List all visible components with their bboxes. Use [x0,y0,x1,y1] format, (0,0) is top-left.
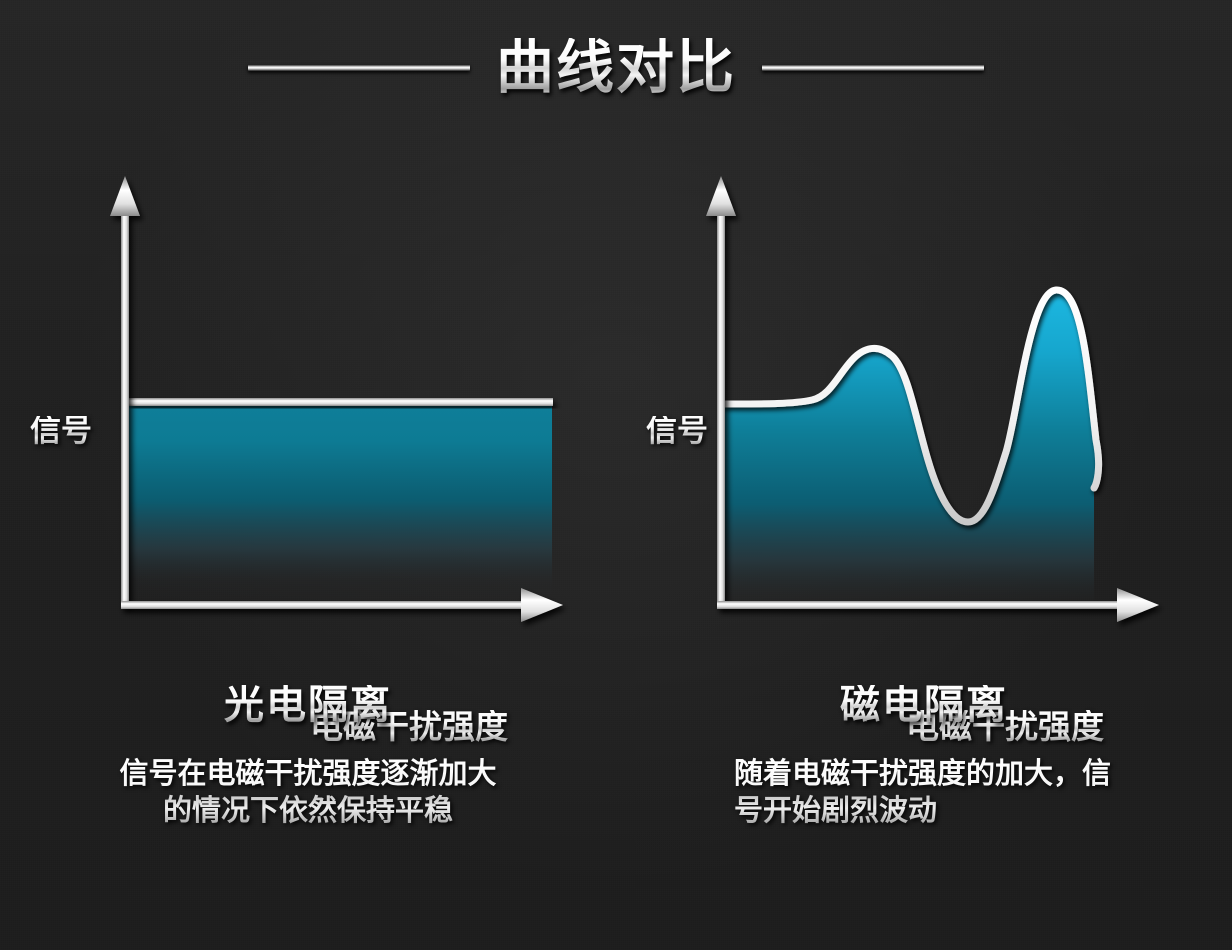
x-axis [121,588,563,622]
title-rule-left [247,63,470,71]
page-title: 曲线对比 [495,33,736,101]
x-axis [717,588,1159,622]
area-fill-wave [724,289,1099,605]
chart-svg-photoelectric [110,176,563,622]
y-axis [706,176,736,605]
caption-title-magnetoelectric: 磁电隔离 [616,685,1232,725]
caption-magnetoelectric: 磁电隔离 随着电磁干扰强度的加大，信号开始剧烈波动 [616,685,1232,829]
y-axis-label-photoelectric: 信号 [30,413,92,449]
y-axis-label-magnetoelectric: 信号 [646,413,708,449]
caption-desc-magnetoelectric: 随着电磁干扰强度的加大，信号开始剧烈波动 [734,755,1114,829]
title-bar: 曲线对比 [0,38,1232,96]
x-axis-label-magnetoelectric: 电磁干扰强度 [906,707,1104,746]
caption-desc-photoelectric: 信号在电磁干扰强度逐渐加大的情况下依然保持平稳 [118,755,498,829]
title-rule-right [762,63,984,71]
chart-photoelectric: 信号 电磁干扰强度 [0,170,616,743]
chart-svg-magnetoelectric [706,176,1159,622]
x-axis-label-photoelectric: 电磁干扰强度 [310,707,508,746]
signal-curve-wave [720,286,1103,526]
y-axis [110,176,140,605]
panel-photoelectric: 信号 电磁干扰强度 光电隔离 信号在电磁干扰强度逐渐加大的情况下依然保持平稳 [0,170,616,950]
caption-title-photoelectric: 光电隔离 [0,685,616,725]
panel-magnetoelectric: 信号 电磁干扰强度 磁电隔离 随着电磁干扰强度的加大，信号开始剧烈波动 [616,170,1232,950]
area-fill-flat [127,405,552,605]
caption-photoelectric: 光电隔离 信号在电磁干扰强度逐渐加大的情况下依然保持平稳 [0,685,616,829]
chart-magnetoelectric: 信号 电磁干扰强度 [616,170,1232,743]
signal-curve-flat [127,398,553,406]
